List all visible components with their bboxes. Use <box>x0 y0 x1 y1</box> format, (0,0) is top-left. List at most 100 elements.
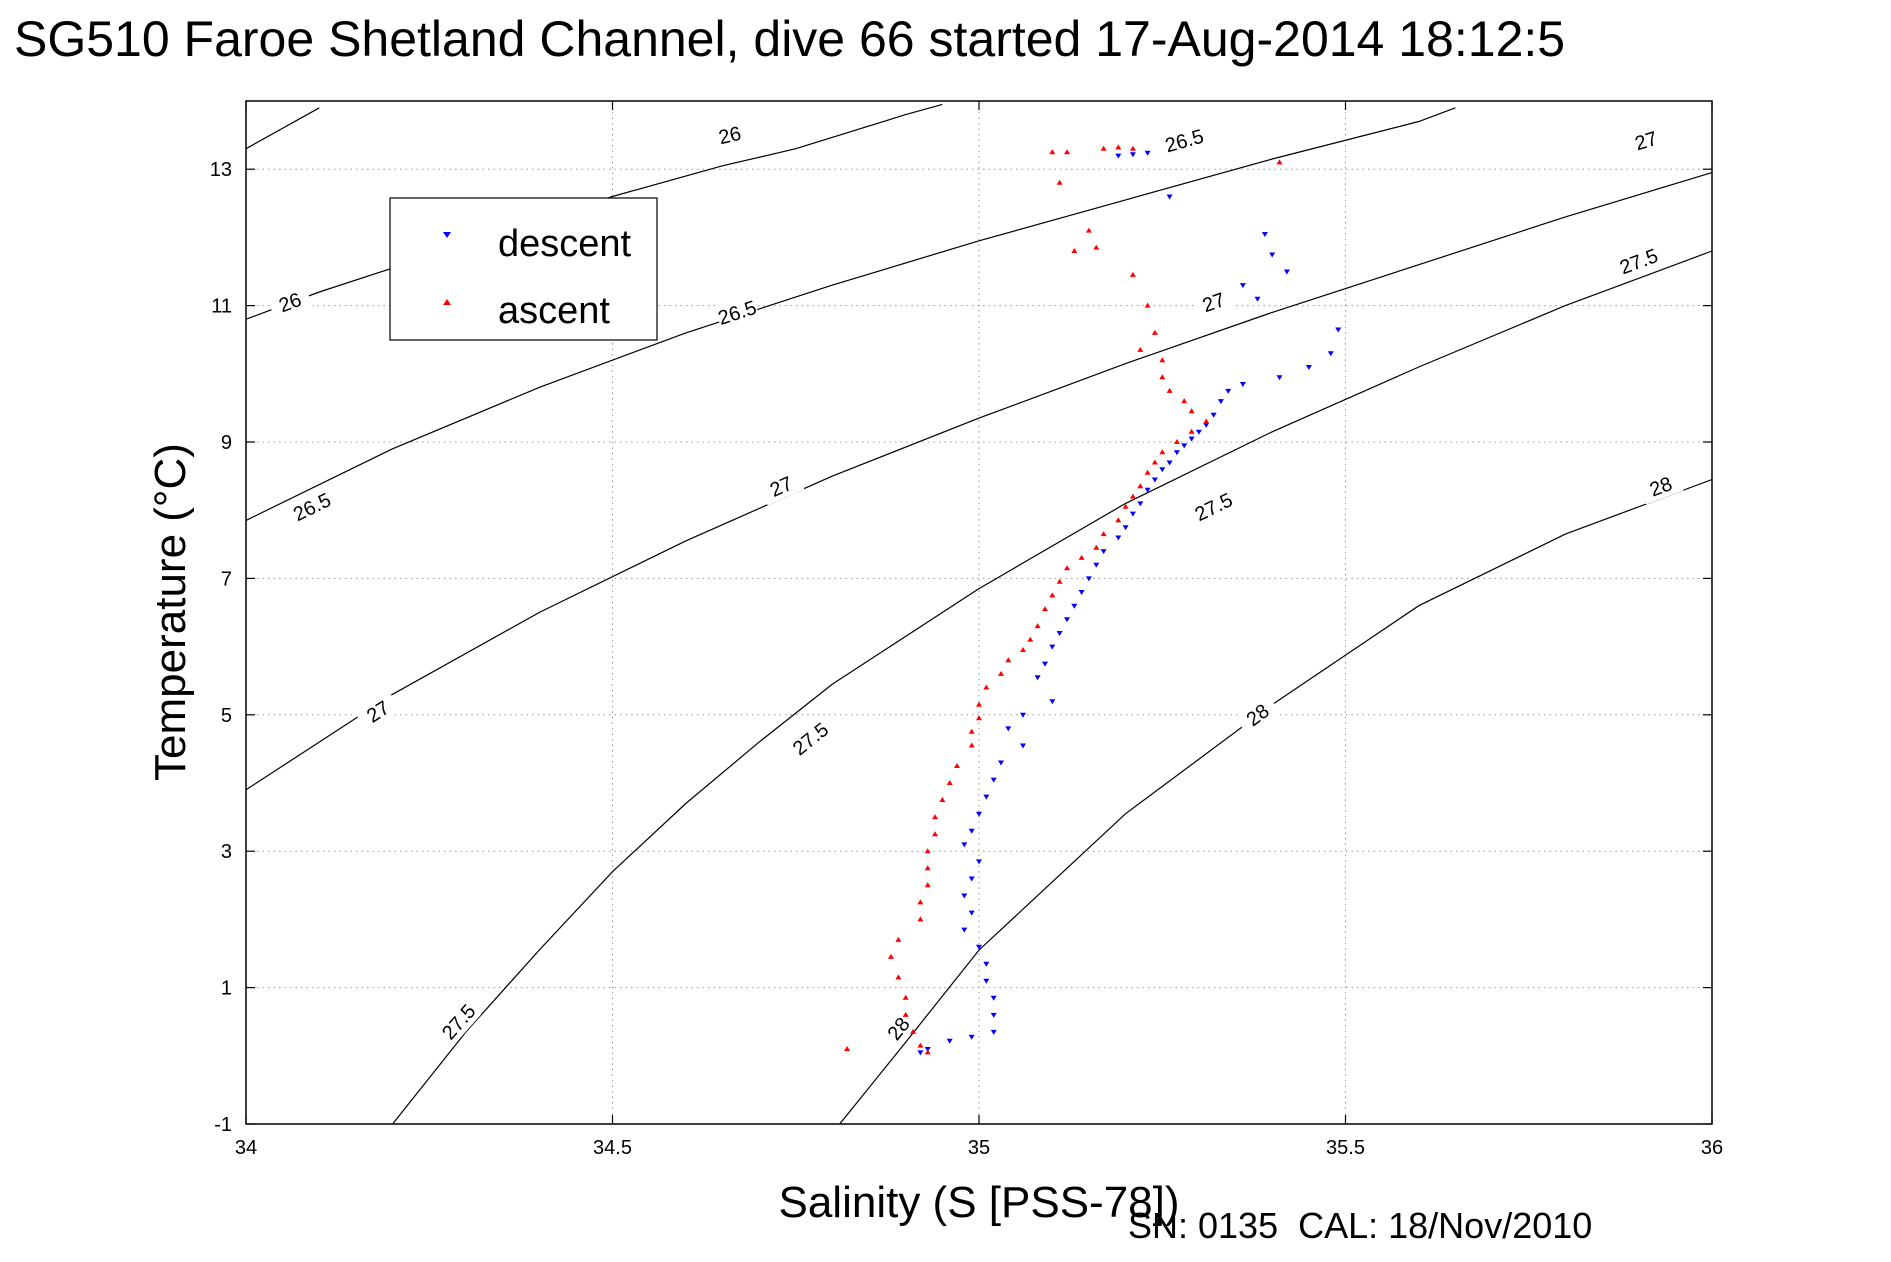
y-tick-label: -1 <box>214 1114 232 1136</box>
descent-point <box>1056 631 1063 636</box>
x-axis-label: Salinity (S [PSS-78]) <box>778 1178 1179 1227</box>
ascent-point <box>954 763 960 768</box>
descent-point <box>1225 388 1232 394</box>
isopycnal-line <box>839 478 1713 1125</box>
descent-point <box>983 961 990 967</box>
ascent-point <box>946 780 953 785</box>
legend-ascent-marker <box>443 299 451 305</box>
contour-label-bg <box>1190 487 1237 527</box>
ascent-point <box>1203 418 1210 424</box>
isopycnal-line <box>245 103 943 320</box>
descent-point <box>1327 351 1334 357</box>
legend: descent ascent <box>389 197 658 341</box>
descent-point <box>1144 150 1151 156</box>
y-axis-label: Temperature (°C) <box>146 443 195 781</box>
x-tick-label: 34.5 <box>593 1137 632 1159</box>
ascent-point <box>1100 145 1107 151</box>
descent-point <box>946 1038 953 1044</box>
data-series <box>844 144 1342 1056</box>
y-tick-label: 7 <box>221 568 232 590</box>
x-tick-label: 35 <box>968 1137 990 1159</box>
descent-point <box>1151 477 1158 483</box>
contour-label-bg <box>267 283 313 321</box>
contour-label: 26.5 <box>716 297 760 330</box>
contour-label-bg <box>354 690 402 733</box>
ascent-point <box>1093 244 1100 250</box>
ascent-point <box>910 1028 916 1034</box>
descent-point <box>1188 436 1195 442</box>
ascent-point <box>1115 144 1122 150</box>
descent-point <box>961 842 968 848</box>
descent-point <box>1217 399 1224 405</box>
ascent-point <box>1042 606 1048 612</box>
isopycnal-line <box>245 107 1456 521</box>
ascent-point <box>1100 531 1107 537</box>
isopycnal-line <box>392 250 1713 1125</box>
descent-point <box>1049 699 1056 705</box>
descent-point <box>1305 365 1312 370</box>
ascent-point <box>1049 592 1056 598</box>
ascent-point <box>917 899 924 905</box>
descent-point <box>968 910 975 916</box>
ascent-point <box>1137 483 1144 489</box>
legend-box <box>389 197 658 341</box>
descent-point <box>1181 443 1188 449</box>
contour-label: 27.5 <box>789 719 833 760</box>
ascent-point <box>1115 517 1122 523</box>
y-tick-label: 11 <box>211 296 232 318</box>
ascent-point <box>1027 636 1034 642</box>
ascent-point <box>1005 657 1012 663</box>
descent-point <box>1210 412 1217 418</box>
ascent-point <box>1056 179 1063 185</box>
grid-lines <box>246 101 1712 1124</box>
ascent-point <box>1129 271 1136 277</box>
ascent-point <box>1034 623 1041 629</box>
ascent-point <box>1159 357 1166 363</box>
descent-point <box>1269 252 1276 258</box>
ascent-point <box>1188 428 1195 434</box>
ascent-point <box>1173 439 1180 444</box>
descent-point <box>990 777 997 783</box>
descent-point <box>1195 429 1202 435</box>
descent-point <box>1005 726 1012 732</box>
descent-point <box>1283 269 1290 275</box>
contour-label-bg <box>714 294 760 331</box>
legend-descent-marker <box>443 232 451 238</box>
contour-label-bg <box>1637 468 1684 505</box>
descent-point <box>983 794 990 800</box>
descent-point <box>1335 327 1342 333</box>
descent-point <box>1173 450 1180 456</box>
contour-label: 27.5 <box>1617 245 1661 279</box>
descent-point <box>1137 501 1144 507</box>
descent-point <box>1042 661 1048 667</box>
descent-point <box>1078 590 1085 595</box>
calibration-footer: SN: 0135 CAL: 18/Nov/2010 <box>1128 1205 1593 1246</box>
ascent-point <box>932 831 938 837</box>
ascent-point <box>844 1046 851 1051</box>
ascent-point <box>976 715 982 721</box>
descent-point <box>1093 562 1100 568</box>
ascent-point <box>1064 565 1070 571</box>
descent-point <box>1100 549 1107 555</box>
ascent-point <box>1020 647 1026 652</box>
descent-point <box>976 811 982 817</box>
ascent-point <box>1078 554 1085 560</box>
descent-point <box>990 995 997 1001</box>
ascent-point <box>1049 149 1056 155</box>
descent-point <box>1254 296 1261 302</box>
ascent-point <box>1064 149 1070 155</box>
ascent-point <box>976 701 982 707</box>
ascent-point <box>998 670 1004 676</box>
ascent-point <box>1151 459 1158 465</box>
descent-point <box>1166 460 1173 466</box>
descent-point <box>998 760 1004 766</box>
ascent-point <box>895 936 902 942</box>
contour-label-bg <box>757 467 805 506</box>
descent-point <box>1115 153 1122 159</box>
descent-point <box>1020 743 1026 749</box>
y-tick-label: 1 <box>221 978 232 1000</box>
contour-label-bg <box>707 118 752 152</box>
descent-point <box>1239 382 1246 387</box>
ascent-point <box>1151 329 1158 335</box>
ascent-point <box>1159 374 1166 380</box>
